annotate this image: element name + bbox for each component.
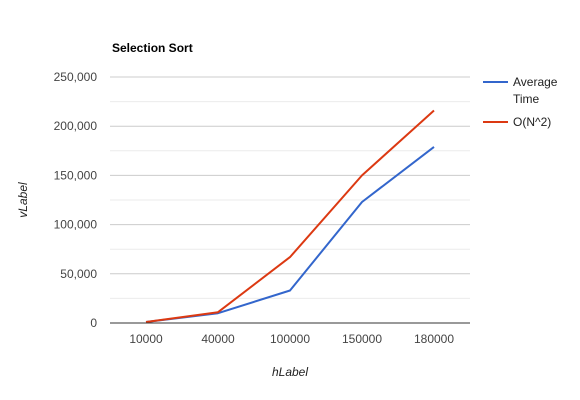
chart-title: Selection Sort [112, 41, 193, 55]
series-line [145, 109, 435, 323]
y-axis-title: vLabel [16, 182, 30, 218]
y-axis: 0 50,000 100,000 150,000 200,000 250,000 [54, 70, 98, 330]
x-tick-label: 180000 [414, 332, 454, 346]
x-axis: 10000 40000 100000 150000 180000 [129, 332, 454, 346]
legend-label: Average Time [513, 75, 558, 106]
y-tick-label: 150,000 [54, 168, 98, 182]
y-tick-label: 200,000 [54, 119, 98, 133]
y-tick-label: 100,000 [54, 218, 98, 232]
x-axis-title: hLabel [272, 365, 308, 379]
series-line [145, 146, 435, 323]
y-tick-label: 250,000 [54, 70, 98, 84]
y-tick-label: 50,000 [60, 267, 97, 281]
x-tick-label: 40000 [201, 332, 235, 346]
x-tick-label: 100000 [270, 332, 310, 346]
legend-label: O(N^2) [513, 115, 551, 129]
x-tick-label: 10000 [129, 332, 163, 346]
legend: Average Time O(N^2) [483, 75, 558, 129]
x-tick-label: 150000 [342, 332, 382, 346]
y-tick-label: 0 [90, 316, 97, 330]
grid [110, 76, 470, 299]
series-lines [145, 109, 435, 323]
